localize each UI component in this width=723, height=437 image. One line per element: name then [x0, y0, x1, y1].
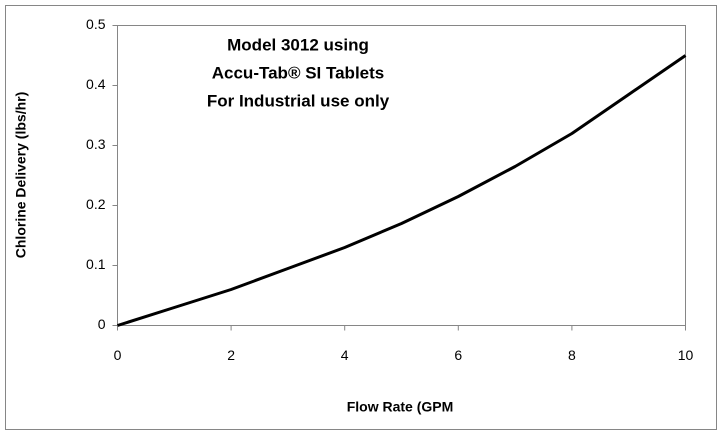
x-tick-label: 10 [678, 347, 694, 363]
x-tick-label: 6 [454, 347, 462, 363]
y-tick-label: 0.4 [86, 76, 106, 92]
annotation: For Industrial use only [207, 91, 390, 110]
x-tick-label: 2 [227, 347, 235, 363]
x-tick-label: 0 [114, 347, 122, 363]
y-tick-label: 0.3 [86, 136, 106, 152]
plot-frame [117, 25, 686, 326]
y-tick-label: 0 [98, 316, 106, 332]
annotation: Model 3012 using [227, 35, 369, 54]
annotation: Accu-Tab® SI Tablets [212, 63, 384, 82]
chart-frame [5, 5, 717, 430]
x-tick-label: 8 [568, 347, 576, 363]
y-axis-title: Chlorine Delivery (lbs/hr) [13, 92, 29, 258]
x-axis-title: Flow Rate (GPM [347, 399, 454, 415]
y-tick-label: 0.1 [86, 256, 106, 272]
data-line [117, 54, 687, 327]
y-tick-label: 0.5 [86, 16, 106, 32]
x-tick-label: 4 [341, 347, 349, 363]
y-tick-label: 0.2 [86, 196, 106, 212]
